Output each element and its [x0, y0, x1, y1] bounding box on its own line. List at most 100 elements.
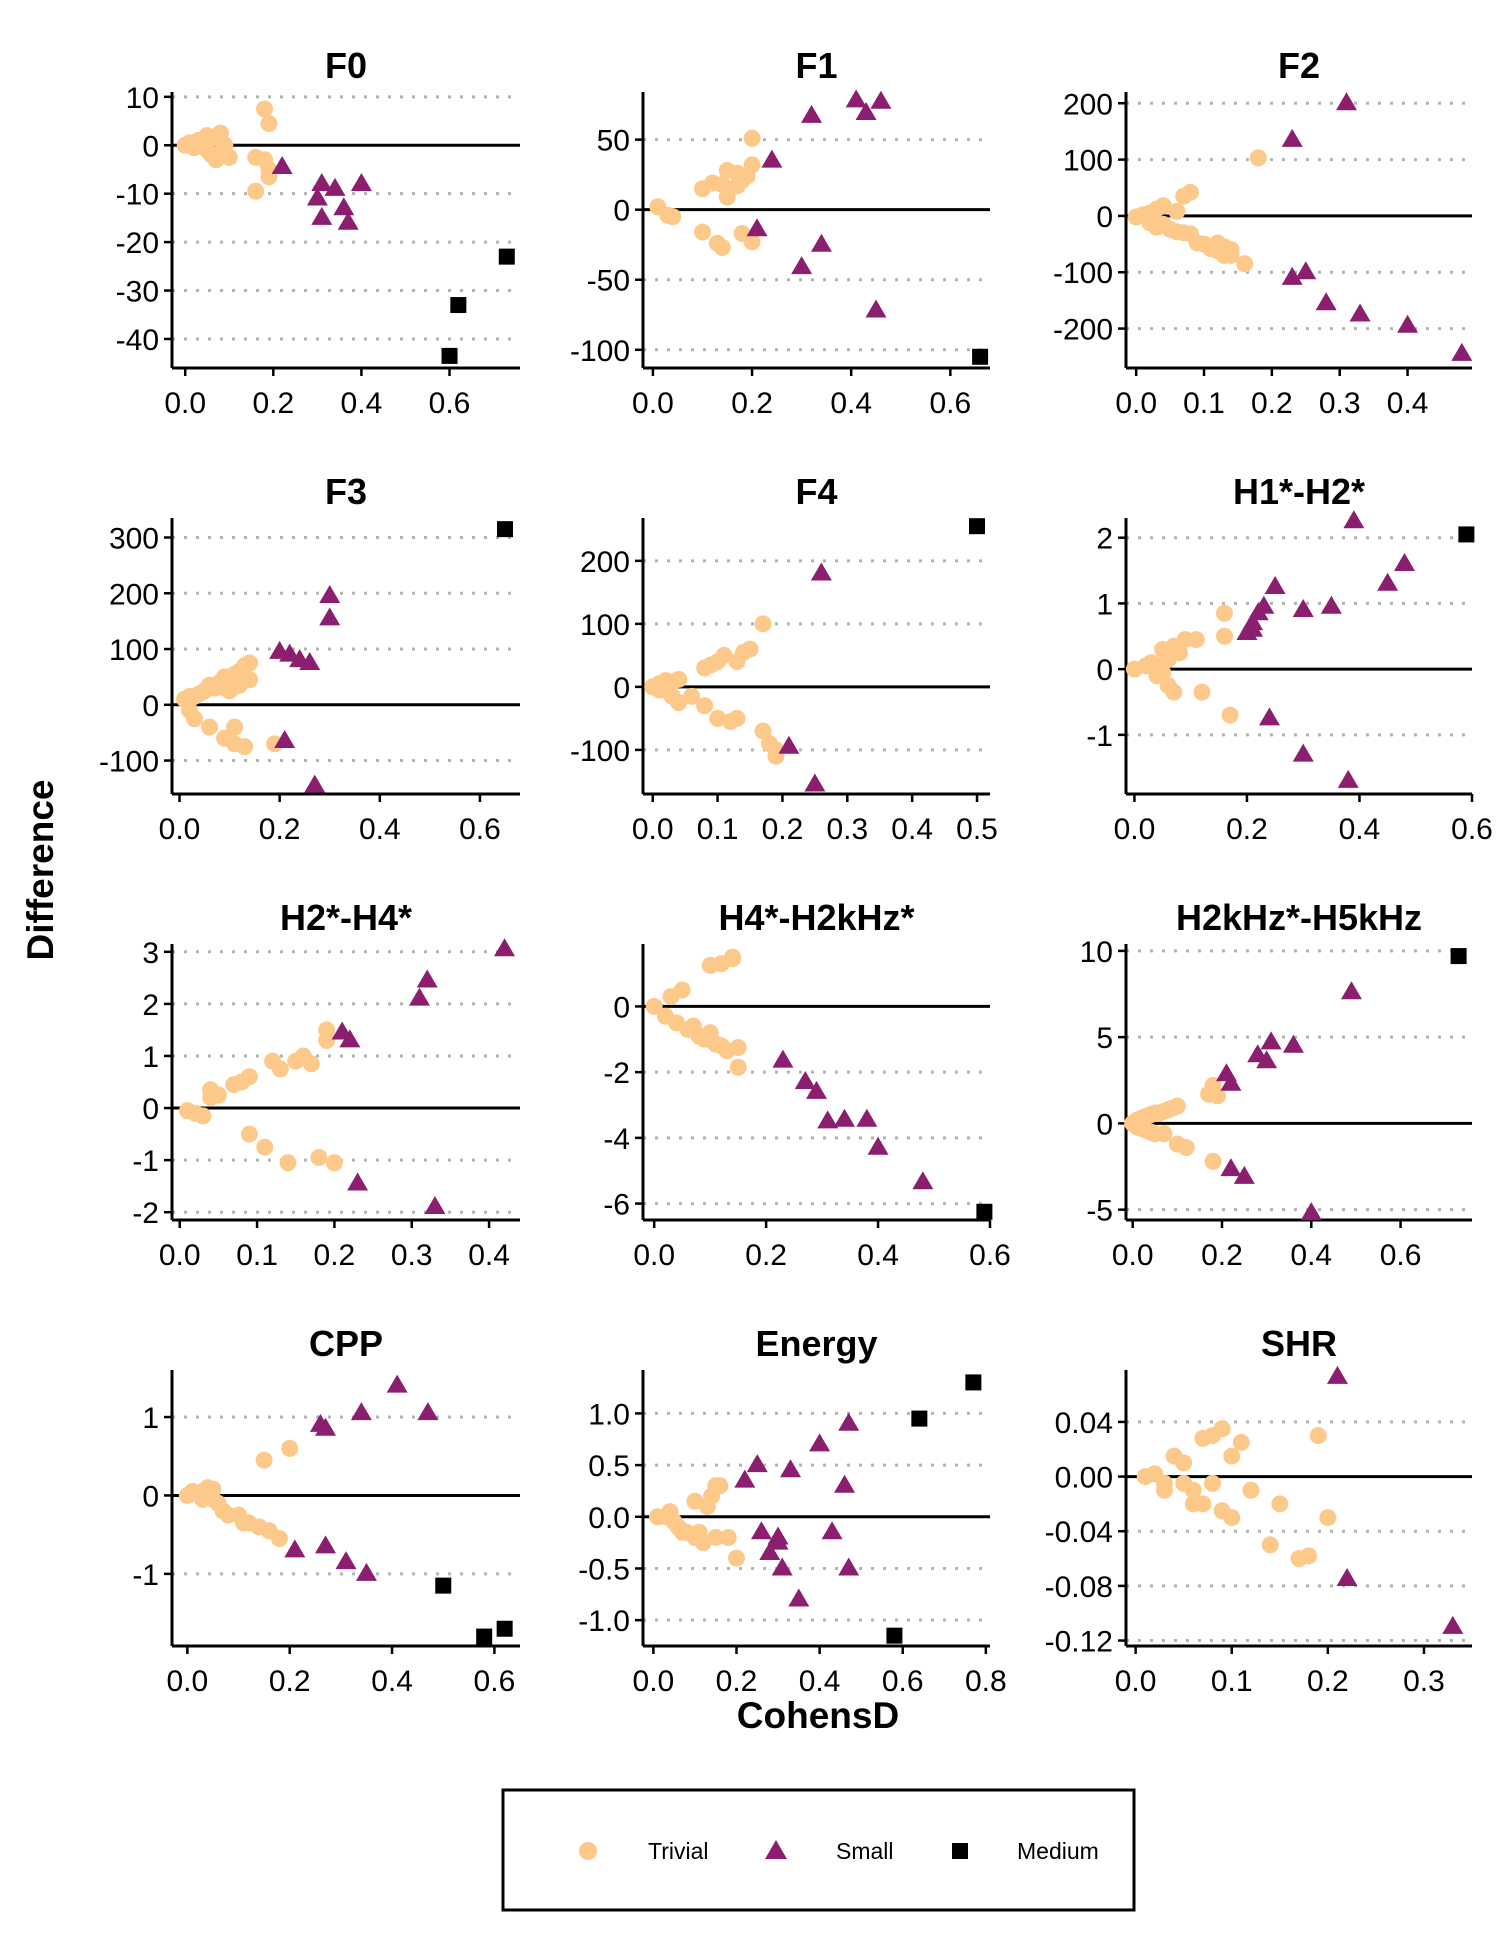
small-point: [1397, 314, 1419, 333]
small-point: [817, 1110, 839, 1129]
trivial-point: [1236, 255, 1254, 273]
trivial-point: [767, 741, 785, 759]
trivial-point: [1170, 644, 1188, 662]
small-point: [284, 1539, 306, 1558]
legend: Trivial Small Medium: [501, 1788, 1136, 1912]
trivial-point: [670, 670, 688, 688]
trivial-point: [693, 223, 711, 241]
trivial-point: [1168, 1097, 1186, 1115]
small-point: [771, 1557, 793, 1576]
x-tick-label: 0.0: [632, 813, 674, 846]
panel-title: F2: [1278, 45, 1320, 86]
small-point: [337, 211, 359, 230]
trivial-point: [1261, 1536, 1279, 1554]
trivial-point: [1319, 1509, 1337, 1527]
trivial-point: [240, 1125, 258, 1143]
y-tick-label: -100: [570, 335, 630, 368]
y-tick-label: 5: [1096, 1022, 1113, 1055]
small-point: [1295, 261, 1317, 280]
trivial-point: [1168, 202, 1186, 220]
trivial-point: [302, 1055, 320, 1073]
x-tick-label: 0.1: [236, 1239, 278, 1272]
x-tick-label: 0.1: [1211, 1665, 1253, 1698]
y-tick-label: 2: [142, 989, 159, 1022]
y-tick-label: -30: [116, 276, 159, 309]
small-point: [1282, 1034, 1304, 1053]
trivial-point: [1223, 1509, 1241, 1527]
trivial-point: [729, 1058, 747, 1076]
y-tick-label: 10: [1080, 936, 1113, 969]
panel-f4: F4 200 100 0 -100 0.0 0.1 0.2 0.3 0.4 0.5: [570, 471, 998, 846]
y-tick-label: 0: [613, 195, 630, 228]
trivial-point: [645, 997, 663, 1015]
trivial-point: [271, 1060, 289, 1078]
trivial-point: [729, 1039, 747, 1056]
y-tick-label: -2: [603, 1057, 630, 1090]
y-tick-label: -0.08: [1045, 1571, 1113, 1604]
y-tick-label: -50: [587, 265, 630, 298]
x-tick-label: 0.4: [830, 387, 872, 420]
small-point: [759, 1541, 781, 1560]
trivial-point: [201, 718, 219, 736]
y-tick-label: -0.04: [1045, 1516, 1113, 1549]
trivial-point: [1222, 246, 1240, 264]
small-point: [794, 1071, 816, 1089]
trivial-point: [256, 100, 274, 118]
small-point: [865, 299, 887, 318]
small-point: [311, 173, 333, 191]
small-point: [1281, 266, 1303, 285]
trivial-point: [1154, 197, 1172, 215]
small-point: [333, 197, 355, 216]
y-tick-label: -1.0: [578, 1605, 630, 1638]
trivial-point: [715, 646, 733, 664]
small-point: [1300, 1202, 1322, 1221]
small-point: [870, 90, 892, 109]
y-tick-label: -6: [603, 1189, 630, 1222]
y-tick-label: 10: [126, 82, 159, 115]
x-tick-label: 0.0: [164, 387, 206, 420]
trivial-point: [1209, 1087, 1227, 1105]
y-tick-label: -100: [570, 735, 630, 768]
trivial-point: [713, 239, 731, 257]
panel-f3: F3 300 200 100 0 -100 0.0 0.2 0.4 0.6: [99, 471, 520, 846]
small-point: [1292, 743, 1314, 762]
small-point: [315, 1535, 337, 1554]
panel-title: H2*-H4*: [280, 897, 412, 938]
small-point: [1220, 1072, 1242, 1091]
small-point: [319, 607, 341, 626]
trivial-point: [754, 615, 772, 633]
panel-f0: F0 10 0 -10 -20 -30 -400.0 0.2 0.4 0.6: [116, 45, 520, 420]
small-point: [1256, 1050, 1278, 1069]
small-point: [772, 1049, 794, 1068]
trivial-point: [1204, 1474, 1221, 1492]
trivial-point: [207, 151, 225, 169]
medium-point: [1450, 948, 1467, 965]
y-tick-label: 0: [1096, 1108, 1113, 1141]
small-point: [767, 1531, 789, 1550]
trivial-point: [241, 654, 259, 672]
trivial-point: [279, 1154, 297, 1172]
trivial-point: [683, 687, 701, 705]
small-point: [339, 1029, 361, 1048]
trivial-point: [711, 1477, 729, 1495]
small-point: [788, 1588, 810, 1607]
x-tick-label: 0.2: [252, 387, 294, 420]
panel-title: Energy: [755, 1323, 877, 1364]
small-point: [311, 206, 333, 225]
small-point: [810, 233, 832, 252]
trivial-point: [1193, 683, 1211, 701]
small-point: [855, 102, 877, 121]
trivial-point: [1204, 1152, 1222, 1170]
small-point: [867, 1136, 889, 1155]
x-tick-label: 0.2: [269, 1665, 311, 1698]
trivial-point: [1187, 631, 1205, 649]
small-point: [838, 1557, 860, 1576]
panel-h2-h4: H2*-H4* 3 2 1 0 -1 -20.0 0.1 0.2 0.3 0.4: [132, 897, 520, 1272]
x-tick-label: 0.0: [633, 1239, 675, 1272]
trivial-point: [186, 710, 204, 728]
trivial-point: [741, 640, 759, 658]
medium-point: [476, 1628, 493, 1645]
trivial-point: [1175, 1454, 1193, 1472]
trivial-point: [241, 671, 259, 689]
